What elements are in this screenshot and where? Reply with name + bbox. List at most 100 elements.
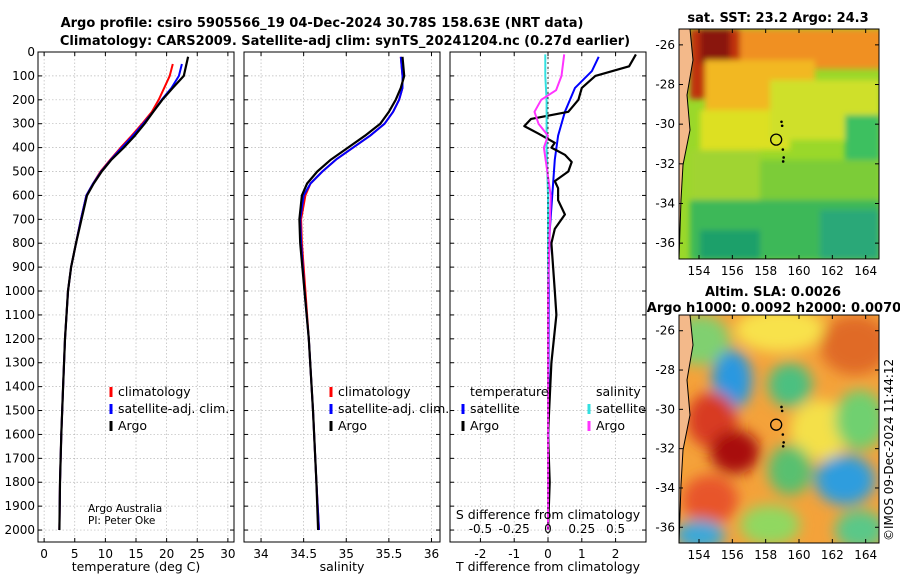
map-x-tick-label: 156 [721, 548, 744, 562]
trajectory-dot [782, 441, 785, 444]
title-line-2: Climatology: CARS2009. Satellite-adj cli… [60, 34, 630, 49]
series-argo-line [298, 56, 406, 531]
y-tick-label: 400 [12, 141, 35, 155]
x-tick-label: 35.5 [376, 547, 403, 561]
sla-map-axes: 154 156 158 160 162 164 -26 -28 -30 -32 -34 -36 [655, 315, 879, 562]
sst-coastline [679, 29, 694, 259]
y-tick-label: 1500 [4, 404, 35, 418]
x-tick-label: 30 [220, 547, 235, 561]
x-tick-label: 34.5 [290, 547, 317, 561]
sst-map-frame [678, 28, 880, 260]
temperature-legend: climatology satellite-adj. clim. Argo [109, 384, 229, 433]
plot-frame [243, 51, 441, 543]
x-tick-label: 36 [424, 547, 439, 561]
map-x-tick-label: 158 [754, 264, 777, 278]
s-tick-label: 0 [544, 522, 552, 536]
map-y-tick-label: -36 [655, 236, 675, 250]
map-y-tick-label: -34 [655, 481, 675, 495]
x-tick-label: 15 [128, 547, 143, 561]
sst-map-title: sat. SST: 23.2 Argo: 24.3 [687, 11, 868, 26]
x-tick-label: 2 [612, 547, 620, 561]
map-y-tick-label: -32 [655, 157, 675, 171]
sla-map-title: Altim. SLA: 0.0026 [705, 285, 841, 300]
temperature-profile-panel: 0 5 10 15 20 25 300100200300400500600700800900… [4, 45, 235, 561]
title-line-1: Argo profile: csiro 5905566_19 04-Dec-20… [61, 16, 584, 31]
difference-xlabel: T difference from climatology [455, 559, 641, 574]
map-x-tick-label: 162 [821, 548, 844, 562]
sst-map-axes: 154 156 158 160 162 164 -26 -28 -30 -32 -34 -36 [655, 29, 879, 278]
x-tick-label: 5 [71, 547, 79, 561]
x-tick-label: -2 [474, 547, 486, 561]
map-x-tick-label: 162 [821, 264, 844, 278]
y-tick-label: 2000 [4, 523, 35, 537]
y-tick-label: 500 [12, 165, 35, 179]
difference-profile-panel: -2 -1 0 1 2 [449, 51, 647, 561]
difference-xlabel-top: S difference from climatology [456, 507, 641, 522]
x-tick-label: 0 [40, 547, 48, 561]
argo-float-marker [770, 133, 783, 146]
legend3-temperature-header: temperature [470, 384, 549, 399]
sla-land-mass [679, 315, 693, 543]
s-tick-label: -0.25 [499, 522, 530, 536]
map-y-tick-label: -28 [655, 363, 675, 377]
y-tick-label: 1200 [4, 332, 35, 346]
trajectory-dot [780, 120, 783, 124]
y-tick-label: 800 [12, 236, 35, 250]
y-tick-label: 200 [12, 93, 35, 107]
s-tick-label: -0.5 [469, 522, 492, 536]
series-argo-line [58, 56, 190, 531]
plot-frame [449, 51, 647, 543]
map-y-tick-label: -26 [655, 38, 675, 52]
map-y-tick-label: -28 [655, 78, 675, 92]
sst-map-image [679, 29, 879, 259]
legend2-argo-label: Argo [338, 418, 367, 433]
x-tick-label: 20 [159, 547, 174, 561]
y-tick-label: 1400 [4, 380, 35, 394]
trajectory-dot [781, 148, 785, 151]
map-y-tick-label: -30 [655, 402, 675, 416]
legend2-climatology-label: climatology [338, 384, 411, 399]
map-y-tick-label: -30 [655, 117, 675, 131]
difference-legend: temperature salinity satellite Argo sate… [461, 384, 646, 433]
legend3-s-argo-label: Argo [596, 418, 625, 433]
legend3-t-satellite-label: satellite [470, 401, 520, 416]
map-y-tick-label: -32 [655, 442, 675, 456]
x-tick-label: 34 [253, 547, 268, 561]
argo-float-marker [770, 418, 783, 431]
y-tick-label: 300 [12, 117, 35, 131]
series-s-argo-line [533, 54, 566, 530]
map-x-tick-label: 158 [754, 548, 777, 562]
plot-area [244, 52, 440, 542]
map-y-tick-label: -26 [655, 324, 675, 338]
salinity-profile-panel: 34 34.5 35 35.5 36 [243, 51, 441, 561]
y-tick-label: 1100 [4, 308, 35, 322]
salinity-diff-axis: -0.5 -0.25 0 0.25 0.5 [469, 522, 625, 536]
legend-climatology-label: climatology [118, 384, 191, 399]
trajectory-dot [782, 156, 785, 159]
x-tick-label: 0 [544, 547, 552, 561]
legend3-s-satellite-label: satellite [596, 401, 646, 416]
trajectory-dot [781, 444, 785, 448]
x-tick-label: 10 [98, 547, 113, 561]
y-tick-label: 1300 [4, 356, 35, 370]
map-x-tick-label: 160 [788, 264, 811, 278]
sla-coastline [679, 315, 694, 543]
y-tick-label: 700 [12, 212, 35, 226]
y-tick-label: 1900 [4, 499, 35, 513]
s-tick-label: 0.25 [568, 522, 595, 536]
salinity-xlabel: salinity [320, 559, 365, 574]
map-x-tick-label: 154 [688, 264, 711, 278]
sla-map-image [679, 315, 879, 543]
y-tick-label: 0 [27, 45, 35, 59]
x-tick-label: 35 [339, 547, 354, 561]
sst-land-mass [679, 29, 693, 259]
legend2-satellite-label: satellite-adj. clim. [338, 401, 449, 416]
legend3-t-argo-label: Argo [470, 418, 499, 433]
map-y-tick-label: -36 [655, 520, 675, 534]
map-y-tick-label: -34 [655, 196, 675, 210]
trajectory-dot [781, 160, 785, 163]
y-tick-label: 600 [12, 188, 35, 202]
salinity-legend: climatology satellite-adj. clim. Argo [329, 384, 449, 433]
y-tick-label: 1600 [4, 427, 35, 441]
trajectory-dot [781, 433, 785, 436]
